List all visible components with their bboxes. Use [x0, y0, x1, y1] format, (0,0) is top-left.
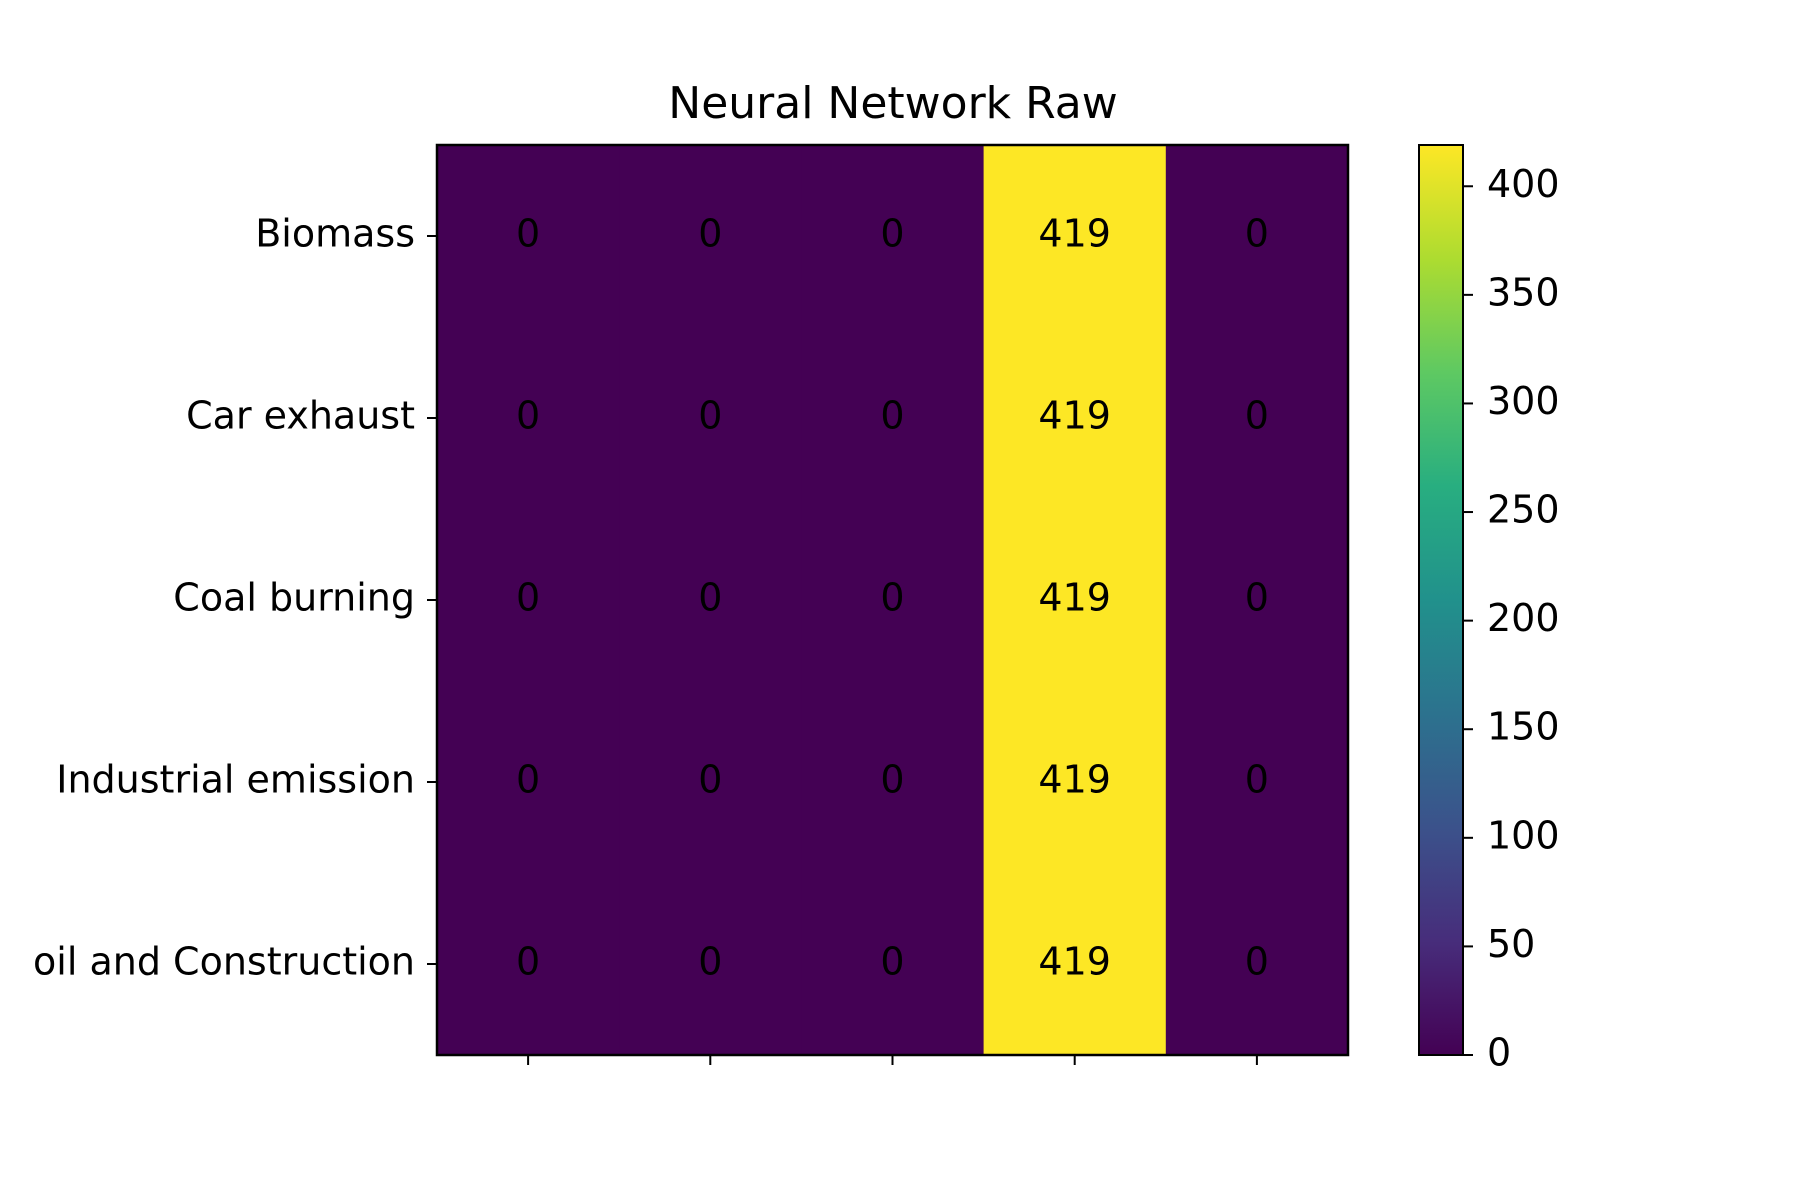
- heatmap-cell: [1165, 327, 1349, 510]
- y-tick-label: Industrial emission: [56, 758, 415, 802]
- heatmap-cell: [619, 873, 802, 1056]
- cell-label: 0: [880, 576, 904, 620]
- cell-label: 0: [516, 940, 540, 984]
- heatmap-cell: [619, 145, 802, 328]
- heatmap-cell: [619, 691, 802, 874]
- heatmap-cell: [437, 509, 620, 692]
- heatmap-cell: [437, 873, 620, 1056]
- heatmap-cell: [437, 327, 620, 510]
- cell-label: 0: [880, 212, 904, 256]
- heatmap-cell: [801, 873, 985, 1056]
- chart-title: Neural Network Raw: [668, 78, 1117, 129]
- cell-label: 0: [1245, 212, 1269, 256]
- cell-label: 0: [516, 576, 540, 620]
- heatmap-cell: [801, 509, 985, 692]
- cell-label: 0: [698, 576, 722, 620]
- cell-label: 419: [1038, 212, 1111, 256]
- cell-label: 0: [516, 394, 540, 438]
- colorbar: [1418, 144, 1464, 1056]
- heatmap-cell: [437, 145, 620, 328]
- cell-label: 419: [1038, 758, 1111, 802]
- colorbar-tick-label: 200: [1487, 596, 1560, 640]
- cell-label: 0: [1245, 394, 1269, 438]
- heatmap-cell: [801, 327, 985, 510]
- cell-label: 0: [880, 394, 904, 438]
- heatmap-cell: [1165, 873, 1349, 1056]
- cell-label: 0: [1245, 758, 1269, 802]
- cell-label: 0: [880, 940, 904, 984]
- heatmap-cell: [437, 691, 620, 874]
- colorbar-tick-label: 300: [1487, 379, 1560, 423]
- heatmap-cell: [619, 327, 802, 510]
- colorbar-tick-label: 350: [1487, 270, 1560, 314]
- heatmap-cell: [983, 327, 1167, 510]
- heatmap-cell: [801, 691, 985, 874]
- colorbar-tick-label: 250: [1487, 488, 1560, 532]
- cell-label: 0: [516, 212, 540, 256]
- y-tick-label: Coal burning: [173, 576, 415, 620]
- heatmap-cell: [983, 509, 1167, 692]
- cell-label: 0: [698, 212, 722, 256]
- cell-label: 0: [698, 940, 722, 984]
- cell-label: 419: [1038, 576, 1111, 620]
- y-tick-label: Car exhaust: [186, 394, 415, 438]
- heatmap-cell: [619, 509, 802, 692]
- heatmap-cell: [1165, 509, 1349, 692]
- y-tick-label: Biomass: [255, 212, 415, 256]
- colorbar-tick-label: 150: [1487, 705, 1560, 749]
- colorbar-tick-label: 100: [1487, 813, 1560, 857]
- heatmap-cell: [801, 145, 985, 328]
- cell-label: 419: [1038, 394, 1111, 438]
- colorbar-tick-label: 0: [1487, 1031, 1511, 1075]
- cell-label: 0: [698, 758, 722, 802]
- colorbar-tick-label: 400: [1487, 162, 1560, 206]
- heatmap-cell: [1165, 691, 1349, 874]
- cell-label: 0: [698, 394, 722, 438]
- cell-label: 0: [516, 758, 540, 802]
- cell-label: 0: [1245, 576, 1269, 620]
- cell-label: 419: [1038, 940, 1111, 984]
- y-tick-label: oil and Construction: [33, 940, 415, 984]
- heatmap-cell: [1165, 145, 1349, 328]
- cell-label: 0: [1245, 940, 1269, 984]
- colorbar-tick-label: 50: [1487, 922, 1535, 966]
- cell-label: 0: [880, 758, 904, 802]
- heatmap-cell: [983, 691, 1167, 874]
- heatmap-cell: [983, 145, 1167, 328]
- heatmap-cell: [983, 873, 1167, 1056]
